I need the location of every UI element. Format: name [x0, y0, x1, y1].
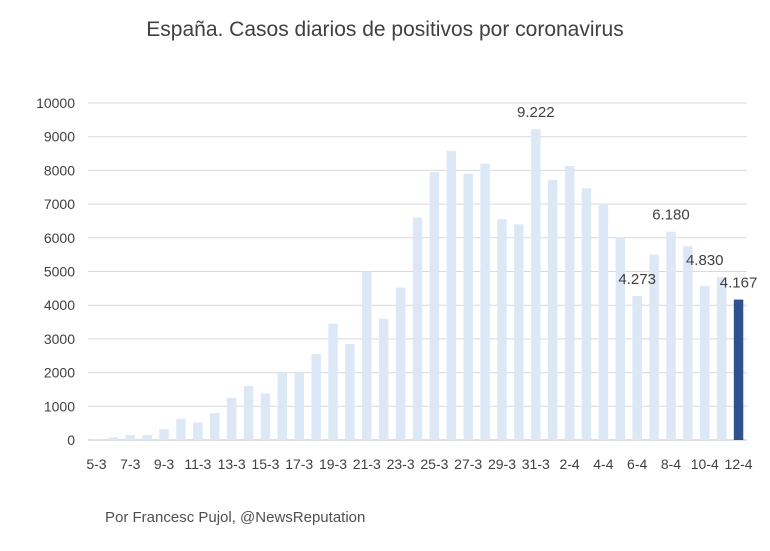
bar-chart: 0 1000 2000 3000 4000 5000 6000 7000 8000 9000 100…	[36, 95, 757, 472]
bar-19-3	[328, 323, 338, 440]
bar-20-3	[345, 343, 355, 440]
bar-5-4	[615, 237, 626, 440]
x-tick-label-9-3: 9-3	[154, 456, 174, 472]
bar-9-3	[159, 429, 169, 440]
x-tick-label-6-4: 6-4	[627, 456, 647, 472]
bar-28-3	[480, 163, 490, 440]
y-tick-label-10000: 10000	[36, 95, 75, 111]
x-tick-label-19-3: 19-3	[319, 456, 347, 472]
y-tick-label-6000: 6000	[44, 230, 75, 246]
data-labels: 9.222 4.273 6.180 4.830 4.167	[517, 104, 757, 291]
data-label-6-4: 4.273	[618, 271, 656, 288]
bar-23-3	[395, 287, 406, 440]
x-tick-label-11-3: 11-3	[184, 456, 211, 472]
x-tick-label-8-4: 8-4	[661, 456, 681, 472]
bar-11-3	[193, 422, 203, 440]
bar-12-4	[733, 299, 744, 440]
x-tick-label-23-3: 23-3	[387, 456, 415, 472]
y-tick-label-1000: 1000	[44, 398, 75, 414]
x-axis-tick-labels: 5-3 7-3 9-3 11-3 13-3 15-3 17-3 19-3 21-3 23-3 25-…	[86, 456, 752, 472]
bar-10-3	[176, 418, 186, 440]
bar-3-4	[581, 188, 592, 440]
bar-4-4	[598, 203, 609, 440]
x-tick-label-13-3: 13-3	[218, 456, 246, 472]
bar-1-4	[547, 179, 558, 440]
bar-18-3	[311, 354, 321, 440]
bar-12-3	[209, 413, 220, 440]
x-tick-label-10-4: 10-4	[691, 456, 719, 472]
x-tick-label-25-3: 25-3	[420, 456, 448, 472]
bar-8-4	[666, 231, 676, 440]
bar-17-3	[294, 372, 304, 440]
bar-31-3	[531, 129, 541, 440]
x-tick-label-12-4: 12-4	[725, 456, 753, 472]
bar-2-4	[564, 166, 575, 441]
bar-5-3	[91, 438, 102, 440]
bar-21-3	[362, 271, 372, 440]
bar-16-3	[277, 372, 288, 440]
data-label-10-4: 4.830	[686, 252, 724, 269]
bar-14-3	[243, 386, 254, 440]
chart-title: España. Casos diarios de positivos por c…	[146, 18, 624, 41]
bar-10-4	[700, 285, 710, 440]
data-label-12-4: 4.167	[720, 275, 758, 292]
footer-credit: Por Francesc Pujol, @NewsReputation	[105, 509, 366, 526]
bar-30-3	[514, 224, 524, 440]
bar-9-4	[683, 246, 693, 440]
bar-15-3	[260, 393, 271, 440]
bar-7-4	[649, 254, 659, 440]
bar-24-3	[412, 217, 423, 440]
bar-26-3	[446, 150, 457, 440]
bar-11-4	[716, 277, 727, 440]
x-tick-label-4-4: 4-4	[593, 456, 613, 472]
y-tick-label-8000: 8000	[44, 162, 75, 178]
bar-29-3	[497, 219, 507, 440]
y-tick-label-5000: 5000	[44, 264, 75, 280]
y-axis-tick-labels: 0 1000 2000 3000 4000 5000 6000 7000 8000 9000 100…	[36, 95, 75, 448]
x-tick-label-21-3: 21-3	[353, 456, 381, 472]
bars	[91, 129, 744, 441]
y-tick-label-7000: 7000	[44, 196, 75, 212]
bar-27-3	[463, 173, 473, 440]
y-tick-label-3000: 3000	[44, 331, 75, 347]
y-tick-label-2000: 2000	[44, 365, 75, 381]
bar-6-3	[108, 437, 119, 440]
x-tick-label-7-3: 7-3	[120, 456, 140, 472]
x-tick-label-27-3: 27-3	[454, 456, 482, 472]
x-tick-label-31-3: 31-3	[522, 456, 550, 472]
data-label-8-4: 6.180	[652, 207, 690, 224]
bar-22-3	[378, 318, 389, 440]
y-tick-label-9000: 9000	[44, 129, 75, 145]
x-tick-label-2-4: 2-4	[559, 456, 579, 472]
y-tick-label-0: 0	[67, 432, 75, 448]
bar-8-3	[142, 434, 152, 440]
y-tick-label-4000: 4000	[44, 297, 75, 313]
x-tick-label-29-3: 29-3	[488, 456, 516, 472]
bar-25-3	[429, 172, 440, 440]
x-tick-label-5-3: 5-3	[86, 456, 106, 472]
bar-7-3	[125, 434, 135, 440]
bar-13-3	[226, 397, 237, 440]
x-tick-label-17-3: 17-3	[285, 456, 313, 472]
bar-6-4	[632, 295, 642, 440]
x-tick-label-15-3: 15-3	[251, 456, 279, 472]
data-label-31-3: 9.222	[517, 104, 555, 121]
